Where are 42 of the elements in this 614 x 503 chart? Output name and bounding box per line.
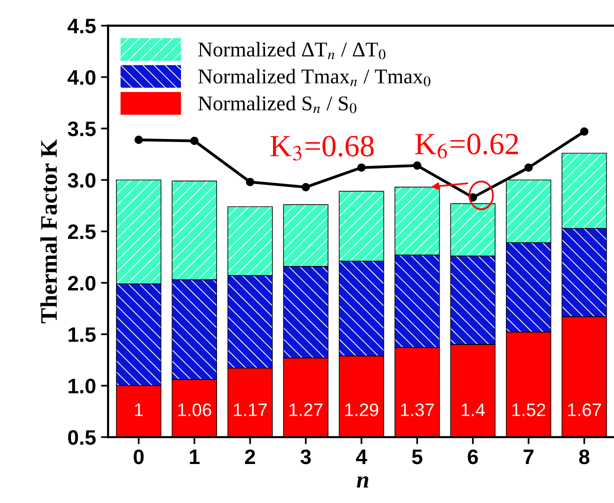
point — [580, 127, 588, 136]
data-label: 1.06 — [178, 403, 212, 416]
text: 3.0 — [68, 172, 96, 188]
point — [302, 182, 310, 192]
x-tick-label: 3 — [300, 449, 311, 464]
text: 2.0 — [68, 276, 96, 291]
x-tick-label: 6 — [468, 449, 478, 464]
text: 2.5 — [68, 224, 96, 240]
point — [413, 161, 422, 170]
x-tick-label: 1 — [190, 450, 200, 464]
data-label: 1.67 — [568, 403, 601, 416]
data-label: 1.17 — [234, 404, 267, 416]
point — [246, 178, 254, 186]
point — [524, 163, 533, 172]
text: 4.0 — [68, 70, 96, 85]
text: 1.0 — [68, 378, 96, 394]
data-label: 1.37 — [400, 403, 434, 416]
point — [190, 136, 199, 146]
point — [134, 136, 143, 144]
x-axis-title: n — [356, 476, 368, 488]
text: 0.5 — [68, 430, 96, 445]
data-label: 1.52 — [512, 403, 546, 416]
data-label: 1.29 — [345, 403, 378, 416]
data-label: 1.4 — [462, 404, 485, 416]
x-tick-label: 8 — [579, 449, 590, 464]
x-tick-label: 5 — [412, 450, 422, 464]
x-tick-label: 7 — [524, 450, 534, 464]
legend-label: Normalized ΔT$_{n}$ / ΔT$_{0}$ — [198, 42, 386, 60]
text: 1.5 — [68, 327, 96, 342]
x-tick-label: 2 — [245, 449, 256, 464]
x-tick-label: 0 — [134, 449, 144, 464]
data-label: 1 — [135, 404, 143, 416]
point — [357, 163, 366, 172]
text: 4.5 — [68, 18, 96, 34]
data-label: 1.27 — [290, 403, 322, 416]
legend-label: Normalized Tmax$_{n}$ / Tmax$_{0}$ — [198, 68, 430, 86]
annotation: K$_{6}$=0.62 — [415, 134, 518, 158]
legend-label: Normalized S$_{n}$ / S$_{0}$ — [198, 96, 356, 114]
y-axis-title: Thermal Factor K — [40, 139, 57, 324]
annotation: K$_{3}$=0.68 — [270, 136, 374, 160]
text: 3.5 — [68, 122, 96, 136]
x-tick-label: 4 — [356, 450, 368, 464]
